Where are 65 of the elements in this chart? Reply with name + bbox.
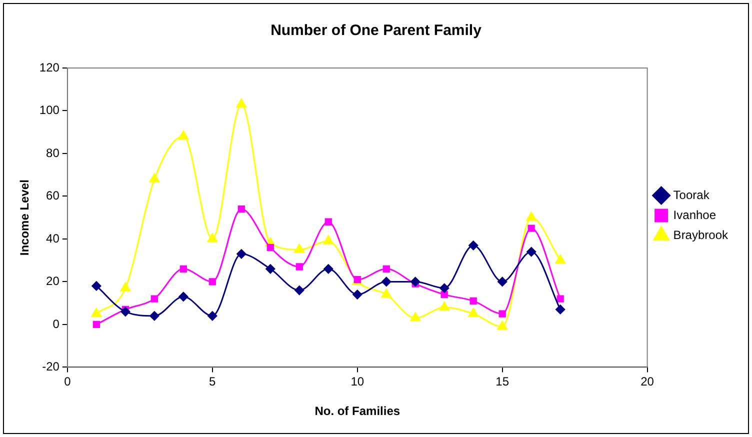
point: [468, 308, 478, 318]
y-tick-label: 120: [39, 60, 60, 74]
point: [92, 320, 100, 328]
point: [150, 311, 160, 321]
point: [92, 281, 102, 291]
point: [439, 302, 450, 311]
point: [149, 173, 160, 182]
y-tick-label: 40: [46, 231, 60, 246]
point: [352, 290, 362, 300]
y-tick-label: -20: [42, 360, 60, 374]
point: [296, 263, 303, 270]
legend-label: Toorak: [673, 188, 710, 202]
point: [294, 286, 304, 296]
point: [208, 278, 216, 286]
point: [410, 312, 420, 322]
point: [468, 240, 478, 250]
point: [382, 265, 390, 272]
point: [238, 205, 245, 213]
point: [150, 295, 158, 302]
point: [497, 320, 508, 330]
point: [324, 218, 332, 226]
x-tick-label: 10: [350, 374, 364, 389]
point: [120, 282, 130, 292]
point: [528, 224, 535, 232]
chart-title: Number of One Parent Family: [270, 22, 482, 40]
y-tick-label: 80: [46, 146, 60, 160]
y-tick-label: 0: [52, 316, 60, 331]
y-axis-title: Income Level: [18, 180, 32, 256]
point: [556, 295, 564, 302]
y-tick-label: 60: [46, 188, 60, 203]
point: [440, 290, 448, 298]
x-axis-title: No. of Families: [314, 404, 400, 418]
point: [324, 264, 334, 274]
point: [470, 297, 477, 305]
point: [498, 276, 508, 286]
y-tick-label: 20: [46, 274, 60, 288]
point: [381, 288, 392, 298]
point: [382, 276, 392, 286]
point: [208, 311, 218, 321]
point: [498, 310, 506, 318]
x-tick-label: 5: [209, 374, 216, 389]
point: [440, 283, 450, 293]
point: [120, 306, 130, 316]
point: [91, 308, 102, 318]
point: [294, 244, 304, 253]
point: [178, 292, 188, 302]
y-tick-label: 100: [39, 103, 60, 118]
point: [410, 276, 420, 286]
point: [178, 130, 188, 140]
x-tick-label: 0: [64, 374, 72, 389]
x-tick-label: 20: [640, 374, 654, 389]
point: [207, 233, 218, 242]
point: [266, 244, 274, 252]
x-tick-label: 15: [496, 374, 510, 389]
point: [180, 265, 187, 272]
point: [556, 304, 566, 314]
point: [555, 254, 566, 264]
point: [236, 98, 246, 108]
point: [323, 235, 334, 244]
legend-label: Braybrook: [673, 228, 729, 242]
legend-label: Ivanhoe: [673, 208, 716, 222]
point: [526, 212, 536, 221]
point: [526, 247, 536, 257]
point: [236, 249, 246, 259]
point: [266, 264, 276, 274]
